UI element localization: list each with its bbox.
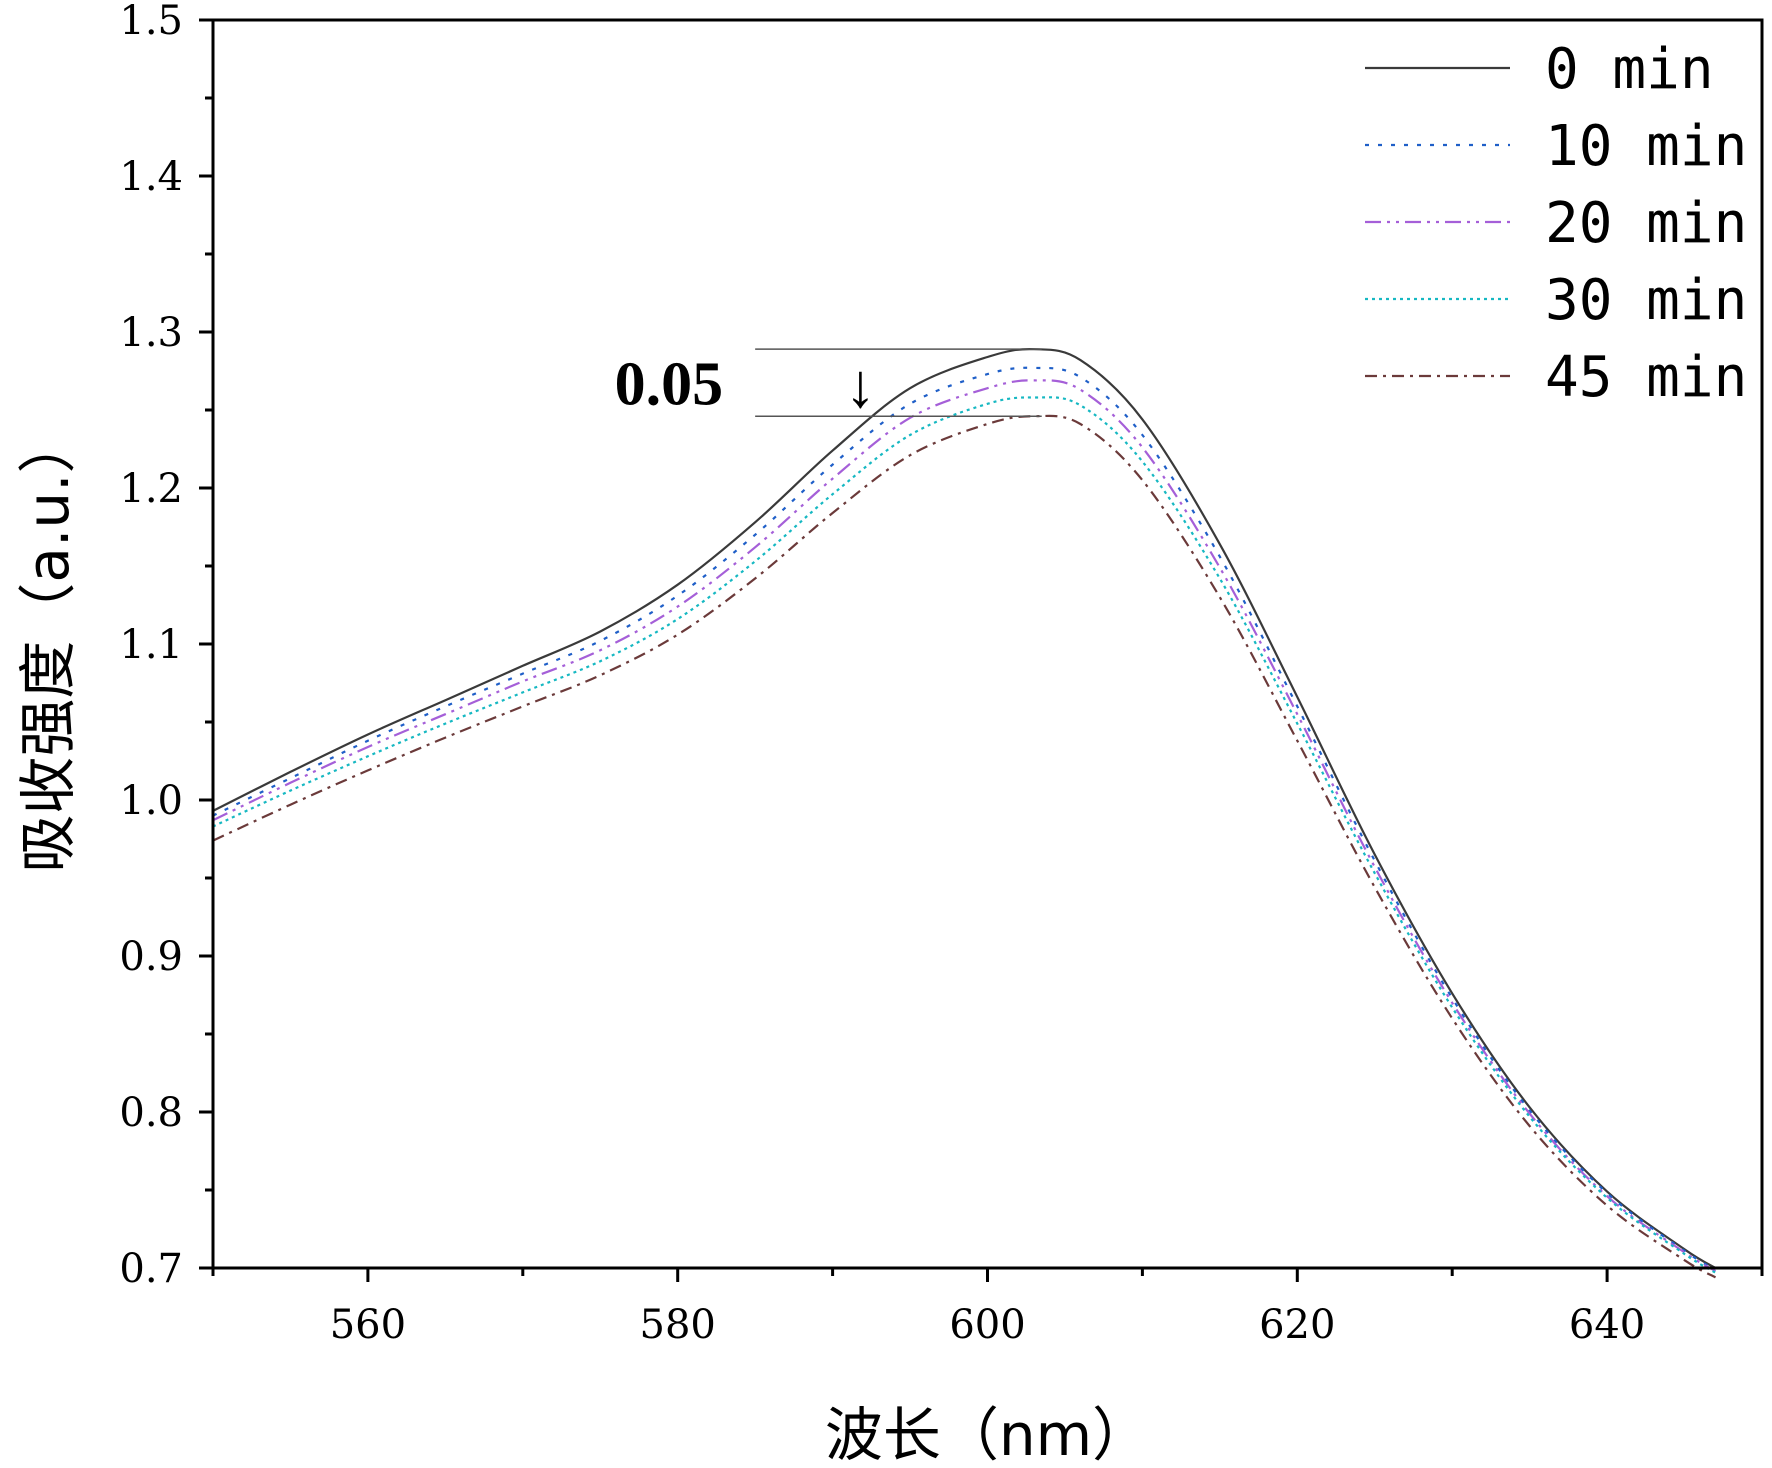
y-tick-label: 1.2 [119, 466, 183, 512]
y-tick-label: 1.3 [119, 310, 183, 356]
x-tick-label: 640 [1569, 1302, 1645, 1348]
y-tick-label: 1.0 [119, 778, 183, 824]
x-tick-label: 580 [640, 1302, 716, 1348]
axes-group: 0.7 0.8 0.9 1.0 1.1 1.2 1.3 1.4 1.5 560 580 600 620 6… [119, 0, 1764, 1348]
legend-label: 0 min [1545, 37, 1714, 102]
legend: 0 min 10 min 20 min 30 min 45 min [1365, 37, 1747, 410]
down-arrow-icon: ↓ [845, 353, 876, 421]
series-line-20-min [212, 379, 1717, 1273]
y-tick-label: 1.4 [119, 154, 183, 200]
y-axis-title: 吸收强度（a.u.） [14, 415, 82, 872]
y-tick-label: 0.7 [119, 1246, 183, 1292]
y-tick-label: 0.8 [119, 1090, 183, 1136]
legend-label: 45 min [1545, 345, 1747, 410]
x-tick-label: 560 [330, 1302, 406, 1348]
series-line-30-min [212, 396, 1717, 1274]
plot-series-group [212, 347, 1717, 1279]
series-line-0-min [212, 347, 1717, 1269]
x-axis-title: 波长（nm） [825, 1401, 1150, 1468]
peak-drop-annotation: ↓ 0.05 [615, 348, 1042, 421]
y-tick-label: 0.9 [119, 934, 183, 980]
x-tick-label: 620 [1259, 1302, 1335, 1348]
series-line-10-min [212, 366, 1717, 1271]
legend-label: 20 min [1545, 191, 1747, 256]
series-line-45-min [212, 414, 1717, 1279]
legend-label: 30 min [1545, 268, 1747, 333]
legend-label: 10 min [1545, 114, 1747, 179]
plot-frame [211, 18, 1764, 1270]
y-tick-label: 1.1 [119, 622, 183, 668]
annotation-label: 0.05 [615, 351, 724, 419]
y-tick-label: 1.5 [119, 0, 183, 44]
x-tick-label: 600 [949, 1302, 1025, 1348]
